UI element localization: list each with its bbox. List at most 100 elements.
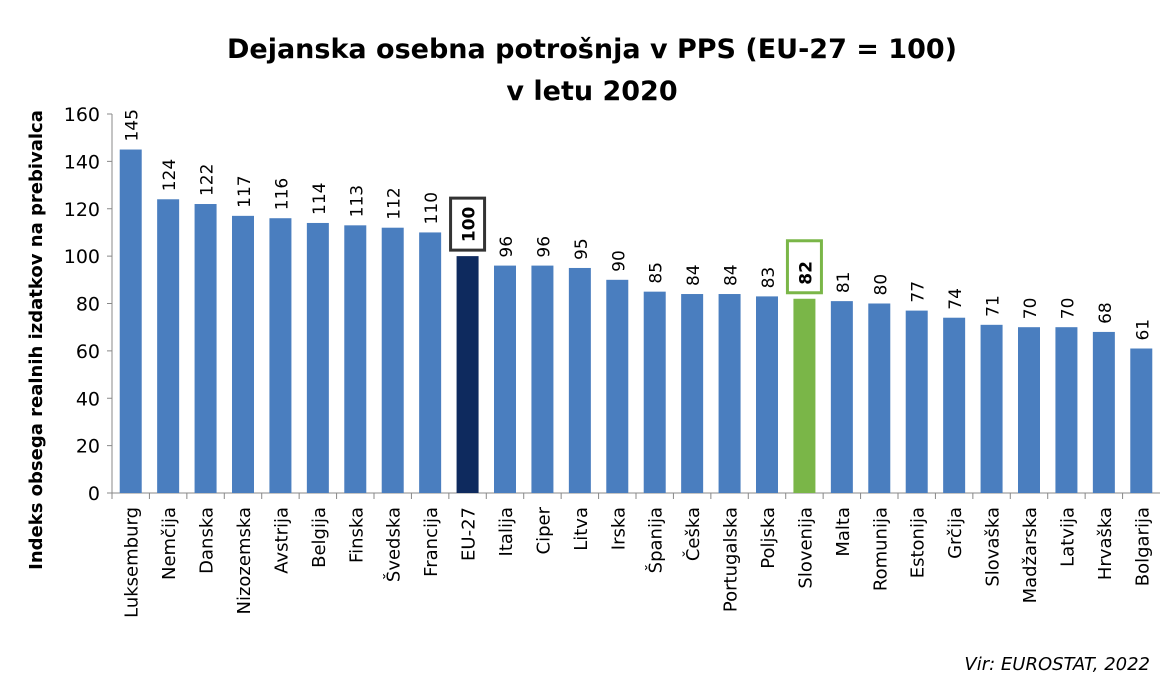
value-label: 96 bbox=[534, 236, 554, 258]
x-tick-label: Estonija bbox=[908, 507, 929, 578]
x-tick-label: Slovaška bbox=[983, 507, 1004, 587]
value-label: 112 bbox=[385, 187, 405, 219]
bar bbox=[980, 324, 1003, 493]
x-tick-label: Romunija bbox=[870, 507, 891, 591]
bar bbox=[1092, 331, 1115, 493]
y-axis-label: Indeks obsega realnih izdatkov na prebiv… bbox=[26, 110, 47, 570]
bar bbox=[830, 301, 853, 493]
x-tick-label: Hrvaška bbox=[1095, 507, 1116, 580]
value-label: 116 bbox=[272, 178, 292, 210]
value-label: 84 bbox=[684, 264, 704, 286]
value-label: 81 bbox=[834, 271, 854, 293]
bar bbox=[1055, 327, 1078, 493]
value-label: 82 bbox=[796, 261, 816, 285]
bar bbox=[494, 265, 516, 493]
x-tick-label: Ciper bbox=[533, 506, 554, 554]
x-tick-label: Portugalska bbox=[721, 507, 742, 612]
bar bbox=[681, 294, 704, 493]
value-label-box bbox=[785, 239, 823, 295]
bar bbox=[868, 303, 891, 493]
y-tick-label: 160 bbox=[64, 104, 100, 126]
x-tick-label: Češka bbox=[682, 507, 704, 561]
value-label: 145 bbox=[123, 109, 143, 141]
x-tick-label: Avstrija bbox=[271, 507, 292, 574]
value-label: 95 bbox=[572, 238, 592, 260]
value-label: 74 bbox=[946, 288, 966, 310]
chart-title: Dejanska osebna potrošnja v PPS (EU-27 =… bbox=[227, 34, 957, 65]
x-tick-label: Madžarska bbox=[1020, 507, 1041, 603]
bar bbox=[419, 232, 442, 493]
value-label: 100 bbox=[460, 206, 480, 242]
x-tick-label: Grčija bbox=[945, 507, 966, 559]
value-label: 114 bbox=[310, 183, 330, 215]
source: Vir: EUROSTAT, 2022 bbox=[964, 654, 1150, 675]
value-label: 124 bbox=[160, 159, 180, 191]
x-tick-label: Slovenija bbox=[795, 507, 816, 589]
bar bbox=[905, 310, 928, 493]
x-tick-label: Luksemburg bbox=[122, 507, 143, 618]
x-tick-label: Švedska bbox=[383, 507, 405, 582]
x-tick-label: Irska bbox=[608, 507, 629, 550]
x-tick-label: Španija bbox=[645, 507, 667, 573]
value-label: 83 bbox=[759, 267, 779, 289]
bar bbox=[531, 265, 554, 493]
x-tick-label: Malta bbox=[833, 507, 854, 557]
x-tick-label: Danska bbox=[197, 507, 218, 574]
y-tick-label: 120 bbox=[64, 199, 100, 221]
bar bbox=[568, 267, 591, 493]
x-tick-label: EU-27 bbox=[459, 507, 480, 561]
bar bbox=[194, 204, 217, 493]
x-tick-label: Poljska bbox=[758, 507, 779, 569]
y-tick-label: 0 bbox=[88, 483, 100, 505]
x-tick-label: Francija bbox=[421, 507, 442, 577]
value-label: 122 bbox=[198, 164, 218, 196]
bar bbox=[119, 149, 142, 493]
y-tick-label: 80 bbox=[76, 294, 100, 316]
x-tick-label: Litva bbox=[571, 507, 592, 551]
x-tick-label: Nizozemska bbox=[234, 507, 255, 615]
bar bbox=[943, 317, 966, 493]
y-tick-label: 140 bbox=[64, 151, 100, 173]
value-label: 80 bbox=[871, 274, 891, 296]
bar bbox=[1130, 348, 1153, 493]
y-tick-label: 100 bbox=[64, 246, 100, 268]
value-label: 85 bbox=[647, 262, 667, 284]
bar bbox=[232, 215, 254, 493]
bar bbox=[606, 279, 629, 493]
x-tick-label: Italija bbox=[496, 507, 517, 556]
value-label: 110 bbox=[422, 192, 442, 224]
bar bbox=[756, 296, 778, 493]
value-label: 70 bbox=[1021, 298, 1041, 320]
chart-title: v letu 2020 bbox=[506, 76, 677, 107]
bar bbox=[793, 298, 816, 493]
value-label: 68 bbox=[1096, 302, 1116, 324]
bar bbox=[456, 256, 479, 493]
value-label: 84 bbox=[722, 264, 742, 286]
bar bbox=[344, 225, 367, 494]
x-tick-label: Latvija bbox=[1057, 507, 1078, 567]
y-tick-label: 40 bbox=[76, 388, 100, 410]
x-tick-label: Nemčija bbox=[159, 507, 180, 580]
value-label-box bbox=[449, 196, 487, 252]
bar bbox=[381, 227, 404, 493]
value-label: 113 bbox=[347, 185, 367, 217]
x-tick-label: Bolgarija bbox=[1132, 507, 1153, 586]
value-label: 61 bbox=[1133, 319, 1153, 341]
bar bbox=[718, 294, 741, 493]
y-tick-label: 60 bbox=[76, 341, 100, 363]
value-label: 90 bbox=[609, 250, 629, 272]
value-label: 70 bbox=[1058, 298, 1078, 320]
bar bbox=[157, 199, 180, 493]
value-label: 117 bbox=[235, 175, 255, 207]
bar bbox=[269, 218, 292, 493]
bar bbox=[643, 291, 666, 493]
y-tick-label: 20 bbox=[76, 436, 100, 458]
bar bbox=[1018, 327, 1040, 493]
bar bbox=[306, 222, 329, 493]
value-label: 71 bbox=[984, 295, 1004, 317]
x-tick-label: Finska bbox=[346, 507, 367, 563]
value-label: 96 bbox=[497, 236, 517, 258]
value-label: 77 bbox=[909, 281, 929, 303]
x-tick-label: Belgija bbox=[309, 507, 330, 568]
